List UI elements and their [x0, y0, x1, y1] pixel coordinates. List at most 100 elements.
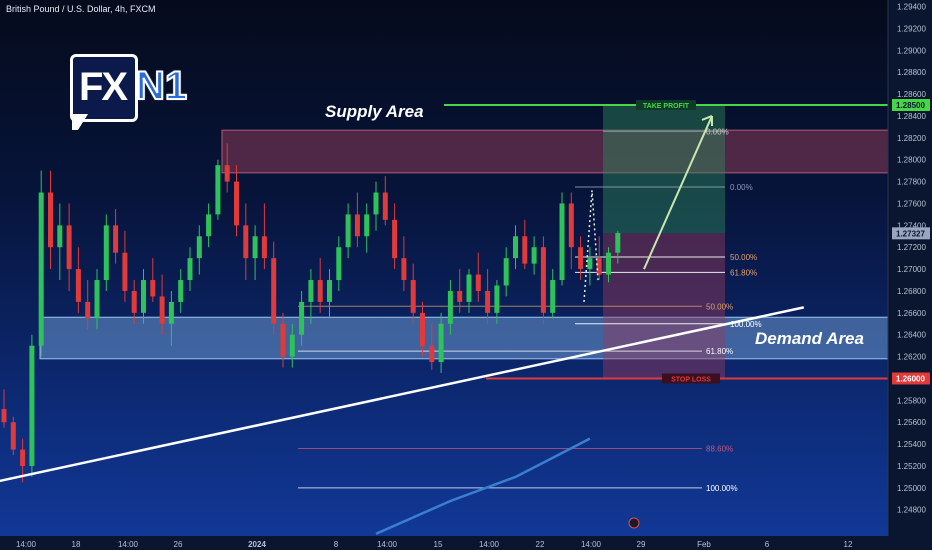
price-tick-label: 1.25800	[897, 396, 926, 405]
candle-body	[354, 214, 360, 237]
candle-body	[299, 301, 305, 335]
time-tick-label: 12	[844, 540, 853, 549]
time-tick-label: 22	[536, 540, 545, 549]
candle-body	[66, 225, 72, 270]
time-tick-label: 18	[72, 540, 81, 549]
logo-fx-box: FX	[70, 54, 138, 122]
candle-body	[364, 214, 370, 237]
time-tick-label: 14:00	[479, 540, 500, 549]
candle-body	[103, 225, 109, 281]
candle-body	[401, 258, 407, 281]
fib-lower-label: 100.00%	[706, 484, 738, 493]
candle-body	[131, 290, 137, 313]
candle-body	[75, 269, 81, 302]
price-tick-label: 1.28800	[897, 68, 926, 77]
take-profit-price-marker: 1.28500	[896, 101, 925, 110]
candle-body	[1, 409, 7, 423]
candle-body	[540, 247, 546, 313]
price-tick-label: 1.26800	[897, 287, 926, 296]
price-tick-label: 1.25200	[897, 462, 926, 471]
supply-area-label: Supply Area	[325, 102, 424, 121]
candle-body	[466, 274, 472, 302]
candle-body	[382, 192, 388, 220]
time-axis-bg	[0, 536, 932, 550]
candle-body	[10, 422, 16, 450]
candle-body	[392, 219, 398, 259]
price-tick-label: 1.28600	[897, 90, 926, 99]
candle-body	[327, 280, 332, 302]
candle-body	[178, 280, 184, 302]
fib-upper-label: 0.00%	[730, 183, 753, 192]
current-price-marker: 1.27327	[896, 229, 925, 238]
target-arrow-shaft	[643, 115, 713, 270]
fib-upper-label: 61.80%	[730, 268, 757, 277]
logo-speech-tail	[72, 114, 88, 130]
stop-loss-tag-bg	[662, 373, 720, 384]
price-tick-label: 1.26600	[897, 309, 926, 318]
price-tick-label: 1.27200	[897, 243, 926, 252]
candle-body	[568, 203, 574, 248]
candle-body	[447, 290, 453, 324]
candle-body	[38, 192, 44, 346]
time-tick-label: 26	[174, 540, 183, 549]
price-tick-label: 1.26400	[897, 331, 926, 340]
time-tick-label: 14:00	[118, 540, 139, 549]
candle-body	[513, 236, 518, 259]
time-tick-label: 6	[765, 540, 770, 549]
candle-body	[234, 181, 239, 226]
candle-body	[224, 165, 230, 182]
candle-body	[252, 236, 258, 259]
target-arrow-head	[701, 115, 713, 126]
time-tick-label: 14:00	[16, 540, 37, 549]
candle-body	[187, 258, 193, 281]
take-profit-tag-bg	[636, 100, 696, 111]
candle-body	[271, 258, 277, 324]
fib-upper-label: 50.00%	[730, 253, 757, 262]
candle-body	[475, 274, 481, 291]
candle-body	[29, 345, 35, 466]
time-tick-label: 14:00	[581, 540, 602, 549]
time-tick-label: Feb	[697, 540, 711, 549]
candle-body	[420, 312, 425, 346]
price-tick-label: 1.29400	[897, 3, 926, 12]
candle-body	[522, 236, 528, 264]
symbol-title[interactable]: British Pound / U.S. Dollar, 4h, FXCM	[6, 4, 156, 14]
event-marker-icon	[628, 517, 640, 529]
candle-body	[429, 345, 435, 363]
supply-zone	[221, 129, 889, 174]
candle-body	[587, 258, 593, 270]
candle-body	[289, 334, 295, 357]
candle-body	[615, 232, 621, 253]
price-tick-label: 1.27800	[897, 178, 926, 187]
candle-body	[317, 280, 323, 302]
candle-body	[345, 214, 351, 248]
price-marker-bg	[892, 372, 930, 385]
price-marker-bg	[892, 99, 930, 112]
time-tick-label: 14:00	[377, 540, 398, 549]
price-tick-label: 1.25000	[897, 484, 926, 493]
price-tick-label: 1.25600	[897, 418, 926, 427]
fib-projection-label: 0.00%	[706, 127, 729, 136]
candle-body	[280, 323, 286, 357]
candle-body	[494, 285, 500, 313]
candle-body	[559, 203, 565, 281]
candle-body	[503, 258, 509, 286]
demand-area-label: Demand Area	[755, 329, 864, 348]
time-tick-label: 15	[434, 540, 443, 549]
price-marker-bg	[892, 227, 930, 240]
time-tick-label: 8	[334, 540, 339, 549]
take-profit-tag: TAKE PROFIT	[643, 103, 690, 110]
logo-fx-text: FX	[79, 65, 128, 109]
profit-box	[603, 105, 725, 234]
candle-body	[261, 236, 267, 259]
candle-body	[373, 192, 379, 215]
candle-body	[85, 301, 91, 319]
candle-body	[457, 290, 463, 302]
candle-body	[485, 290, 491, 313]
price-tick-label: 1.28200	[897, 134, 926, 143]
candle-body	[94, 280, 100, 319]
price-axis-bg	[888, 0, 932, 550]
candle-body	[141, 280, 146, 313]
